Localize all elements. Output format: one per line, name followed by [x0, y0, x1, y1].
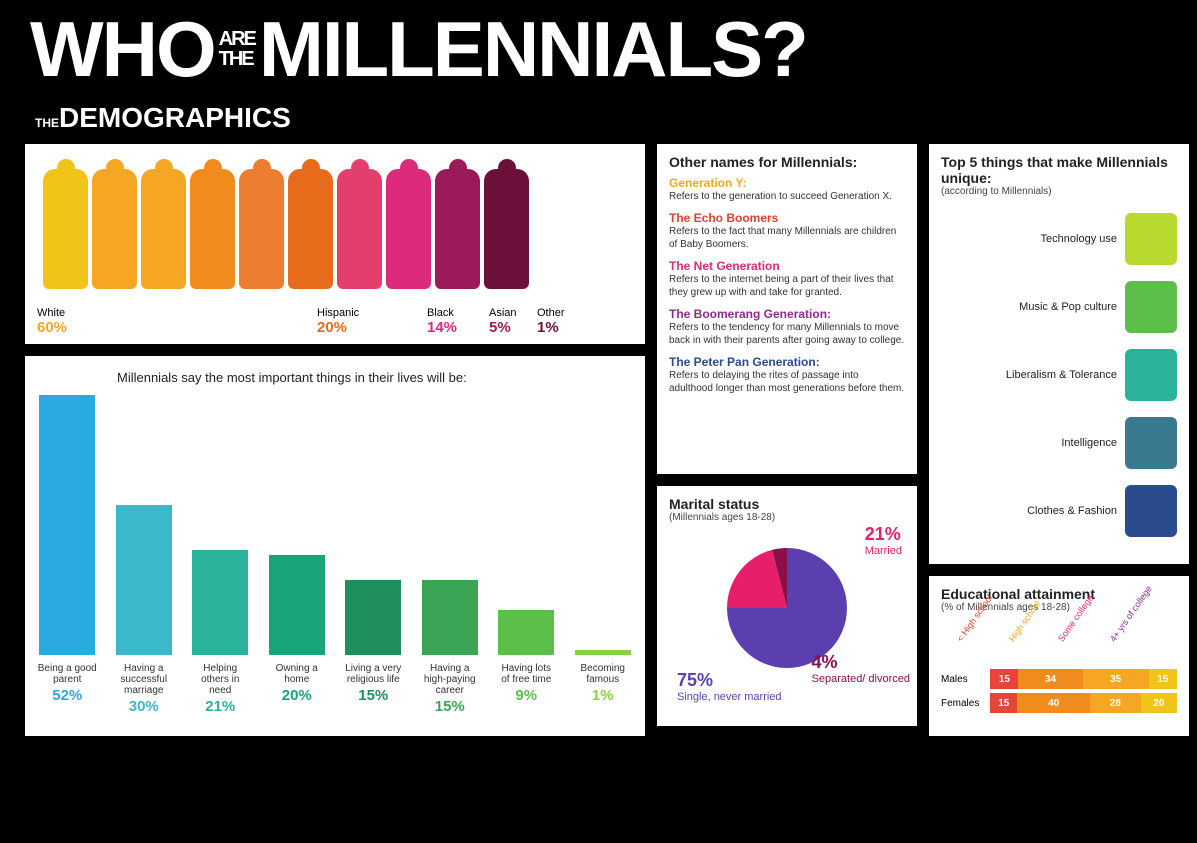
bar — [267, 555, 328, 655]
edu-segment: 15 — [1149, 669, 1177, 689]
pie-label-sep: 4%Separated/ divorced — [812, 653, 910, 685]
name-item: The Boomerang Generation:Refers to the t… — [669, 307, 905, 347]
bar-label: Being a good parent52% — [37, 663, 98, 716]
unique-item: Intelligence — [941, 417, 1177, 469]
edu-row-label: Females — [941, 698, 990, 709]
main-title: WHO ARETHE MILLENNIALS? — [0, 0, 1197, 88]
unique-item: Clothes & Fashion — [941, 485, 1177, 537]
bar-label: Having a high-paying career15% — [420, 663, 481, 716]
person-silhouette — [239, 169, 284, 289]
unique-item: Liberalism & Tolerance — [941, 349, 1177, 401]
bar — [114, 505, 175, 655]
ethnicity-label: Hispanic20% — [317, 307, 427, 336]
person-silhouette — [435, 169, 480, 289]
name-item: Generation Y:Refers to the generation to… — [669, 176, 905, 203]
edu-segment: 34 — [1018, 669, 1082, 689]
bar-label: Having lots of free time9% — [496, 663, 557, 716]
name-item: The Net GenerationRefers to the internet… — [669, 259, 905, 299]
bar — [37, 395, 98, 655]
edu-segment: 20 — [1141, 693, 1177, 713]
ethnicity-label: Other1% — [537, 307, 585, 336]
name-item: The Echo BoomersRefers to the fact that … — [669, 211, 905, 251]
edu-segment: 35 — [1083, 669, 1149, 689]
other-names-panel: Other names for Millennials: Generation … — [657, 144, 917, 474]
education-panel: Educational attainment (% of Millennials… — [929, 576, 1189, 736]
bar-label: Living a very religious life15% — [343, 663, 404, 716]
unique-icon — [1125, 417, 1177, 469]
person-silhouette — [484, 169, 529, 289]
bar — [573, 650, 634, 655]
person-silhouette — [288, 169, 333, 289]
unique-icon — [1125, 213, 1177, 265]
bar-label: Helping others in need21% — [190, 663, 251, 716]
person-silhouette — [92, 169, 137, 289]
important-heading: Millennials say the most important thing… — [117, 370, 633, 385]
unique-item: Music & Pop culture — [941, 281, 1177, 333]
marital-panel: Marital status (Millennials ages 18-28) … — [657, 486, 917, 726]
important-things-panel: Millennials say the most important thing… — [25, 356, 645, 736]
bar — [190, 550, 251, 655]
edu-segment: 40 — [1017, 693, 1090, 713]
edu-row: Females15402820 — [941, 693, 1177, 713]
edu-segment: 15 — [990, 669, 1018, 689]
bar — [496, 610, 557, 655]
edu-segment: 28 — [1090, 693, 1141, 713]
unique-icon — [1125, 349, 1177, 401]
person-silhouette — [141, 169, 186, 289]
section-subtitle: THEDEMOGRAPHICS — [0, 88, 1197, 144]
bar-label: Becoming famous1% — [573, 663, 634, 716]
ethnicity-label: Black14% — [427, 307, 489, 336]
edu-segment: 15 — [990, 693, 1017, 713]
unique-icon — [1125, 281, 1177, 333]
names-heading: Other names for Millennials: — [669, 154, 905, 170]
ethnicity-label: Asian5% — [489, 307, 537, 336]
person-silhouette — [190, 169, 235, 289]
person-silhouette — [337, 169, 382, 289]
name-item: The Peter Pan Generation:Refers to delay… — [669, 355, 905, 395]
ethnicity-panel: White60%Hispanic20%Black14%Asian5%Other1… — [25, 144, 645, 344]
unique-subhead: (according to Millennials) — [941, 186, 1177, 197]
marital-subhead: (Millennials ages 18-28) — [669, 512, 905, 523]
person-silhouette — [43, 169, 88, 289]
bar — [343, 580, 404, 655]
edu-row-label: Males — [941, 674, 990, 685]
unique-icon — [1125, 485, 1177, 537]
bar-label: Owning a home20% — [267, 663, 328, 716]
ethnicity-label: White60% — [37, 307, 317, 336]
pie-label-married: 21%Married — [865, 525, 902, 557]
pie-label-single: 75%Single, never married — [677, 671, 782, 703]
bar — [420, 580, 481, 655]
edu-row: Males15343515 — [941, 669, 1177, 689]
bar-label: Having a successful marriage30% — [114, 663, 175, 716]
unique-item: Technology use — [941, 213, 1177, 265]
person-silhouette — [386, 169, 431, 289]
unique-heading: Top 5 things that make Millennials uniqu… — [941, 154, 1177, 186]
marital-heading: Marital status — [669, 496, 905, 512]
unique-panel: Top 5 things that make Millennials uniqu… — [929, 144, 1189, 564]
